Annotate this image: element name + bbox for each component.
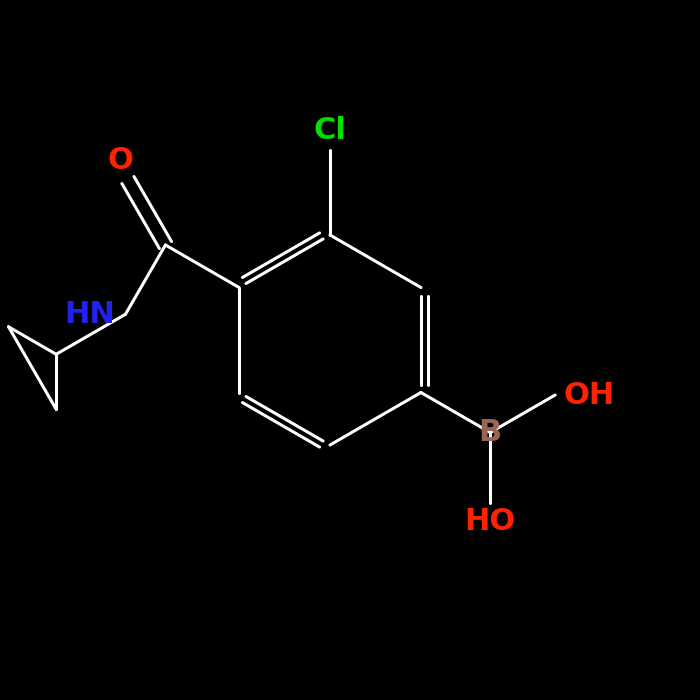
Text: B: B (479, 418, 502, 447)
Text: Cl: Cl (314, 116, 346, 145)
Text: HN: HN (64, 300, 116, 329)
Text: O: O (107, 146, 133, 175)
Text: OH: OH (564, 381, 615, 409)
Text: HO: HO (465, 508, 516, 536)
